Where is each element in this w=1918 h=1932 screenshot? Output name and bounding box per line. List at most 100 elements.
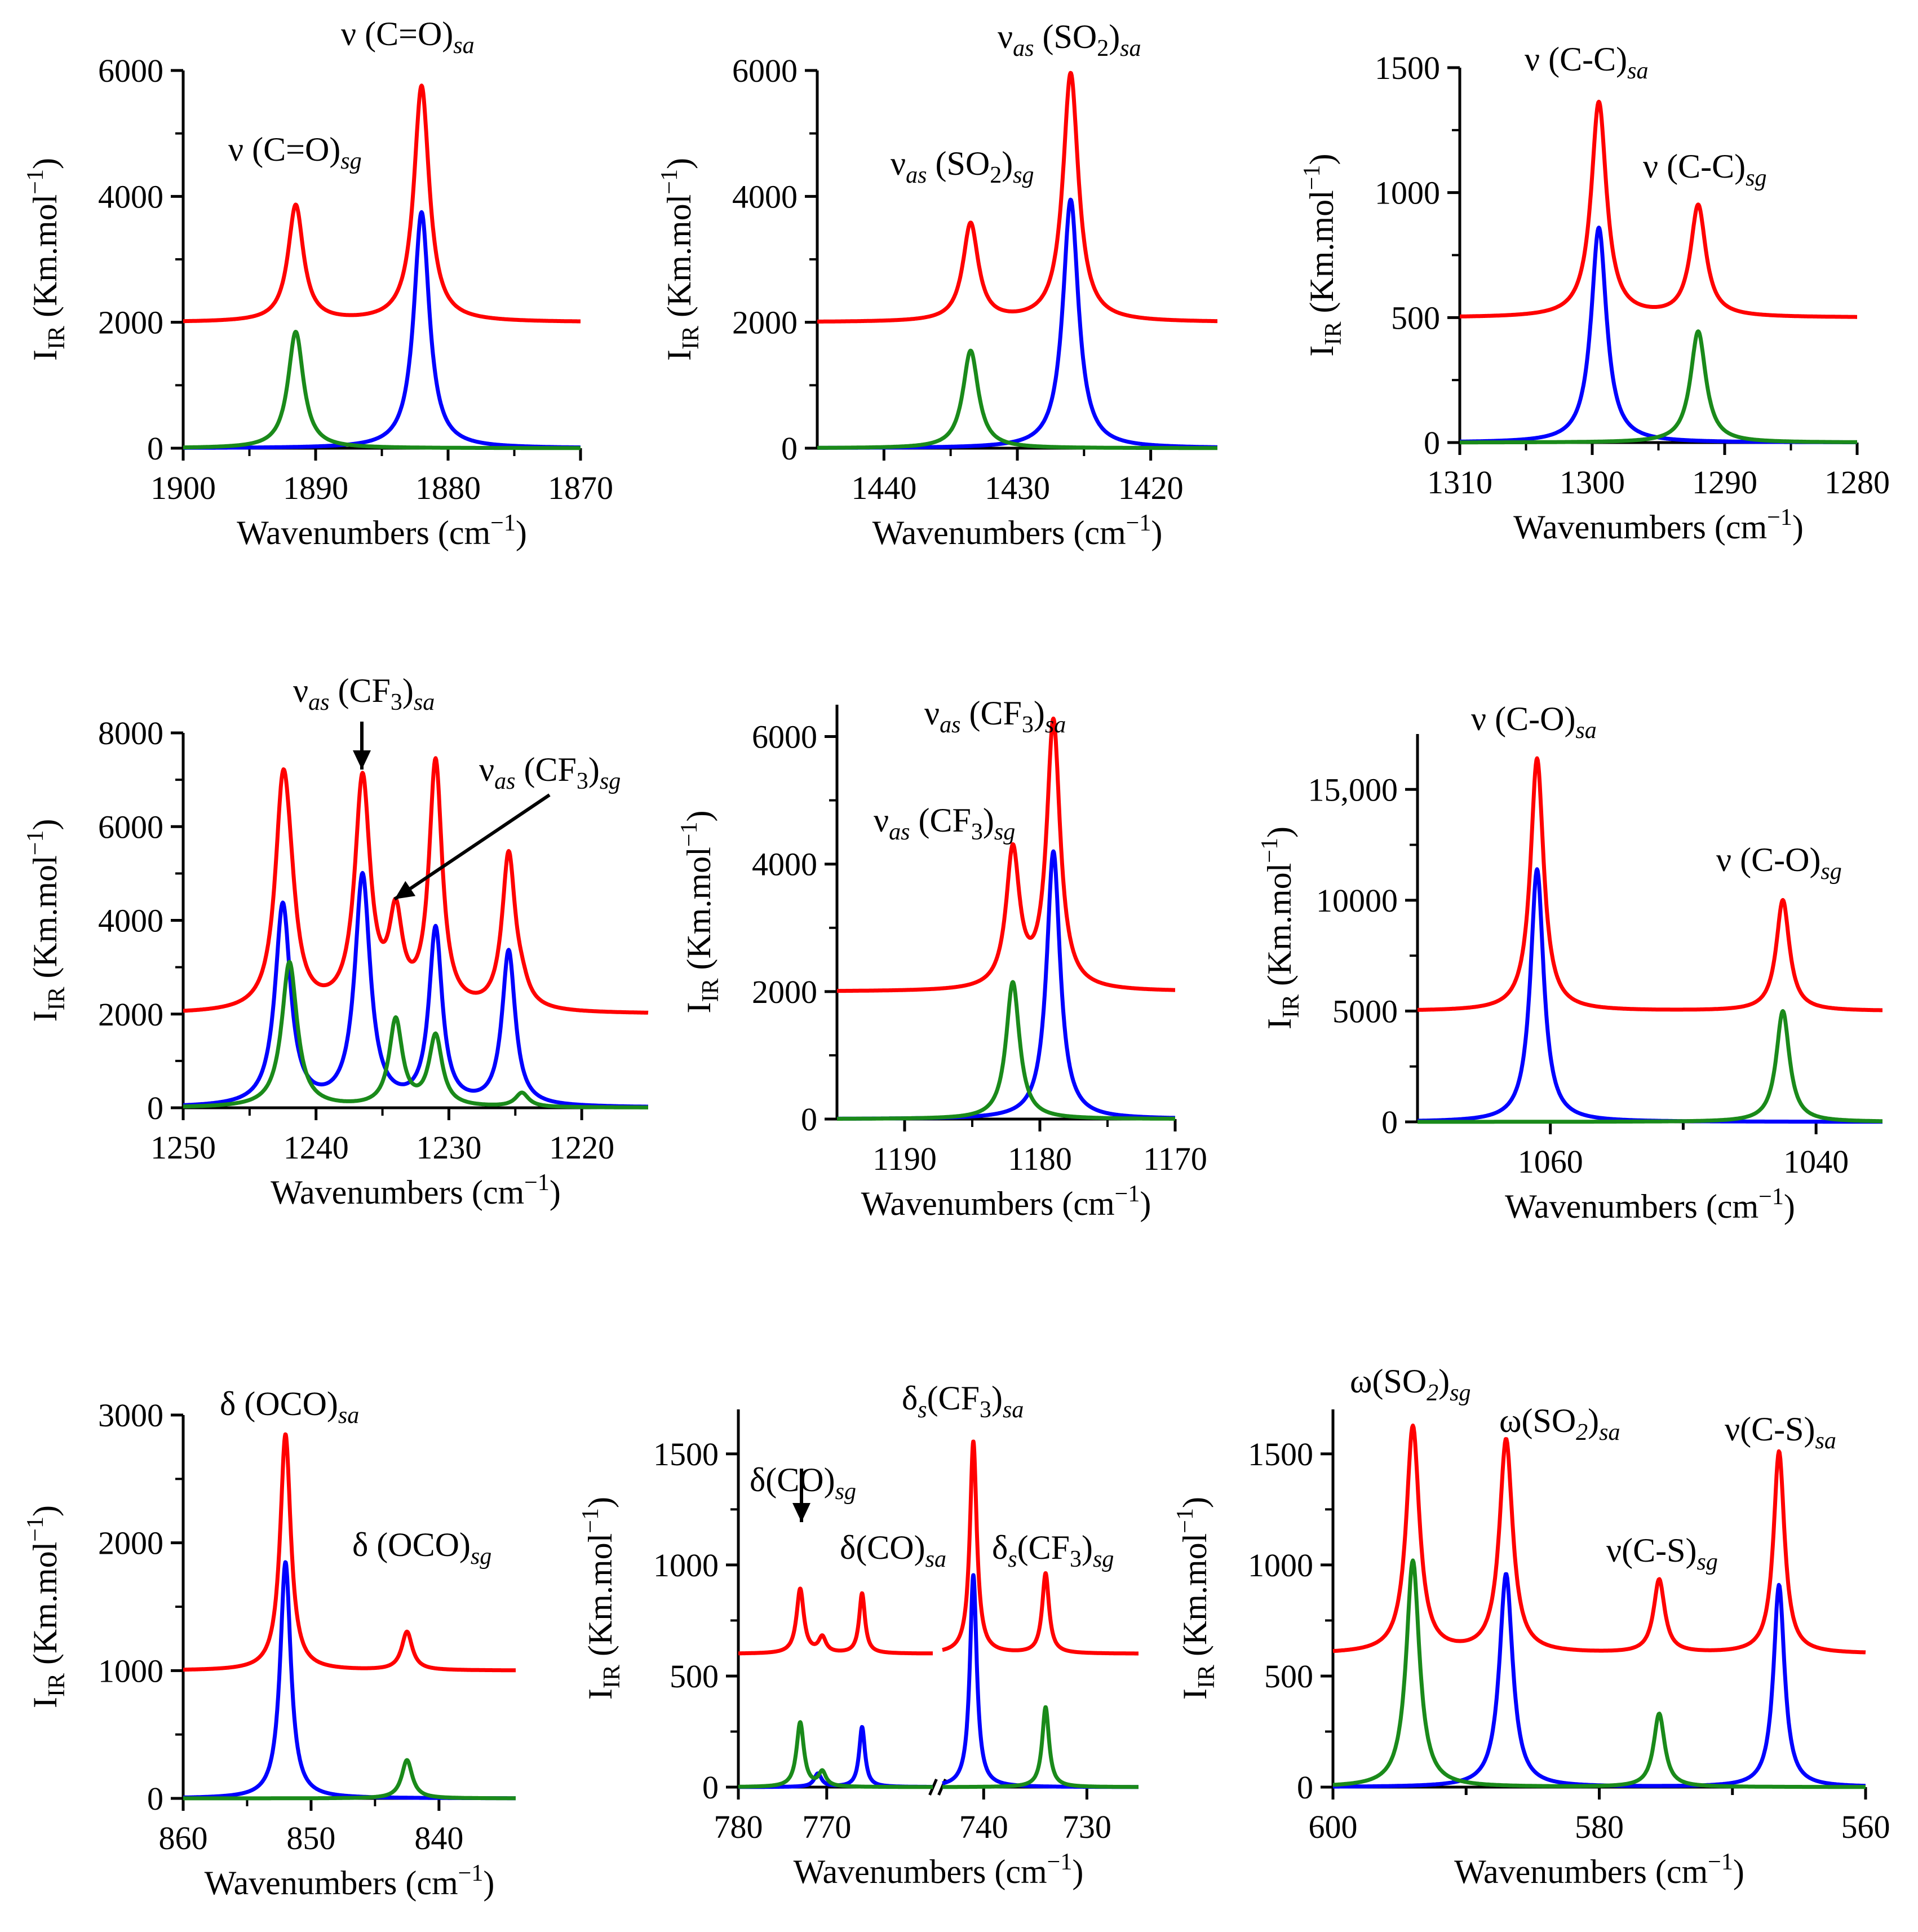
y-tick-label: 1000 — [1248, 1547, 1313, 1584]
series-line-green — [835, 980, 1177, 1121]
series-line-red — [816, 70, 1219, 324]
y-tick-label: 2000 — [98, 1525, 163, 1562]
x-tick-label: 1180 — [1008, 1140, 1072, 1177]
y-tick-label: 1500 — [653, 1436, 719, 1473]
arrow-icon — [353, 722, 371, 770]
series-line-red — [181, 83, 582, 324]
peak-annotation: ν (C-C)sg — [1643, 148, 1766, 191]
x-axis-title: Wavenumbers (cm−1) — [1454, 1849, 1744, 1890]
y-tick-label: 500 — [1391, 299, 1440, 336]
peak-annotation: νas (SO2)sg — [891, 145, 1034, 188]
x-tick-label: 740 — [959, 1809, 1008, 1845]
x-tick-label: 580 — [1575, 1809, 1624, 1845]
series-line-blue — [816, 197, 1219, 450]
x-tick-label: 1900 — [150, 470, 216, 506]
y-tick-label: 2000 — [98, 304, 163, 341]
y-axis-title: IIR (Km.mol−1) — [1299, 154, 1346, 357]
series-line-red — [181, 1432, 517, 1673]
y-tick-label: 0 — [1424, 425, 1440, 461]
y-tick-label: 10000 — [1316, 882, 1398, 919]
series-line-red — [181, 756, 650, 1015]
series-line-blue — [1458, 226, 1859, 444]
axis-break-mark — [928, 1779, 938, 1796]
series-line-green — [941, 1705, 1140, 1789]
x-tick-label: 1170 — [1143, 1140, 1207, 1177]
y-tick-label: 500 — [670, 1658, 719, 1695]
x-tick-label: 1870 — [548, 470, 613, 506]
series-line-green — [181, 330, 582, 450]
panel-1: 1900 1890 1880 1870 0 2000 4000 6000 Wavenumbers… — [23, 15, 613, 551]
x-tick-label: 1440 — [851, 470, 916, 506]
y-tick-label: 2000 — [98, 996, 163, 1033]
peak-annotation: ν (C-O)sg — [1716, 841, 1842, 885]
x-tick-label: 1230 — [416, 1129, 481, 1166]
peak-annotation: δs(CF3)sg — [992, 1529, 1114, 1572]
peak-annotation: δ(CO)sg — [750, 1461, 856, 1505]
y-tick-label: 2000 — [752, 974, 817, 1010]
y-tick-label: 8000 — [98, 715, 163, 751]
panel-4: 1250 1240 1230 1220 0 2000 4000 6000 8000 Wavenum… — [23, 672, 650, 1211]
y-axis-title: IIR (Km.mol−1) — [23, 819, 70, 1022]
series-line-green — [737, 1720, 934, 1789]
y-tick-label: 0 — [147, 1780, 163, 1817]
y-axis-title: IIR (Km.mol−1) — [1257, 826, 1304, 1029]
x-axis-title: Wavenumbers (cm−1) — [205, 1860, 495, 1902]
y-tick-label: 6000 — [732, 52, 798, 89]
x-tick-label: 840 — [414, 1820, 463, 1856]
y-tick-label: 0 — [147, 430, 163, 467]
y-axis-title: IIR (Km.mol−1) — [676, 811, 724, 1014]
series-line-red — [835, 717, 1177, 993]
peak-annotation: νas (CF3)sa — [293, 672, 435, 715]
y-tick-label: 6000 — [98, 52, 163, 89]
x-tick-label: 1430 — [985, 470, 1050, 506]
peak-annotation: νas (CF3)sa — [924, 695, 1066, 738]
x-tick-label: 1040 — [1783, 1143, 1849, 1180]
panel-3: 1310 1300 1290 1280 0 500 1000 1500 Wavenumbers … — [1299, 41, 1890, 546]
x-axis-title: Wavenumbers (cm−1) — [1505, 1184, 1795, 1225]
y-tick-label: 0 — [147, 1090, 163, 1126]
peak-annotation: νas (SO2)sa — [998, 18, 1141, 61]
y-tick-label: 15,000 — [1308, 771, 1398, 808]
y-axis-title: IIR (Km.mol−1) — [657, 158, 704, 361]
y-tick-label: 1000 — [1375, 175, 1440, 211]
x-tick-label: 1290 — [1692, 464, 1757, 501]
x-axis-title: Wavenumbers (cm−1) — [872, 510, 1163, 551]
y-tick-label: 500 — [1264, 1658, 1313, 1695]
y-axis-title: IIR (Km.mol−1) — [578, 1497, 625, 1700]
series-line-blue — [1331, 1572, 1867, 1789]
y-tick-label: 6000 — [98, 808, 163, 845]
y-axis-title: IIR (Km.mol−1) — [23, 158, 70, 361]
y-tick-label: 1500 — [1248, 1436, 1313, 1473]
peak-annotation: δs(CF3)sa — [902, 1380, 1024, 1423]
y-tick-label: 1000 — [653, 1547, 719, 1584]
y-tick-label: 0 — [801, 1101, 817, 1138]
x-tick-label: 1190 — [872, 1140, 937, 1177]
x-tick-label: 1060 — [1518, 1143, 1583, 1180]
x-axis-title: Wavenumbers (cm−1) — [861, 1181, 1151, 1222]
x-tick-label: 600 — [1309, 1809, 1358, 1845]
y-tick-label: 4000 — [98, 903, 163, 939]
x-tick-label: 860 — [159, 1820, 208, 1856]
x-tick-label: 1890 — [283, 470, 348, 506]
x-tick-label: 1240 — [284, 1129, 349, 1166]
peak-annotation: ω(SO2)sa — [1499, 1402, 1620, 1445]
panel-7: 860 850 840 0 1000 2000 3000 Wavenumbers (cm−1)… — [23, 1385, 517, 1902]
x-tick-label: 1420 — [1118, 470, 1184, 506]
panel-9: 600 580 560 0 500 1000 1500 Wavenumbers (cm−1) I… — [1172, 1363, 1890, 1890]
peak-annotation: νas (CF3)sg — [479, 751, 621, 794]
y-tick-label: 5000 — [1332, 993, 1398, 1029]
x-tick-label: 850 — [286, 1820, 335, 1856]
x-tick-label: 1880 — [415, 470, 481, 506]
x-tick-label: 730 — [1062, 1809, 1111, 1845]
panel-8: 780 770 740 730 0 500 1000 1500 Wavenumbers (cm−… — [578, 1380, 1140, 1890]
series-line-red — [737, 1586, 934, 1656]
peak-annotation: ω(SO2)sg — [1350, 1363, 1471, 1406]
series-line-green — [1416, 1009, 1884, 1124]
series-line-blue — [181, 1560, 517, 1801]
series-line-blue — [737, 1725, 934, 1789]
x-axis-title: Wavenumbers (cm−1) — [237, 510, 527, 551]
y-tick-label: 1500 — [1375, 50, 1440, 86]
peak-annotation: δ (OCO)sg — [352, 1526, 491, 1570]
x-tick-label: 1310 — [1427, 464, 1492, 501]
peak-annotation: δ(CO)sa — [840, 1529, 946, 1572]
